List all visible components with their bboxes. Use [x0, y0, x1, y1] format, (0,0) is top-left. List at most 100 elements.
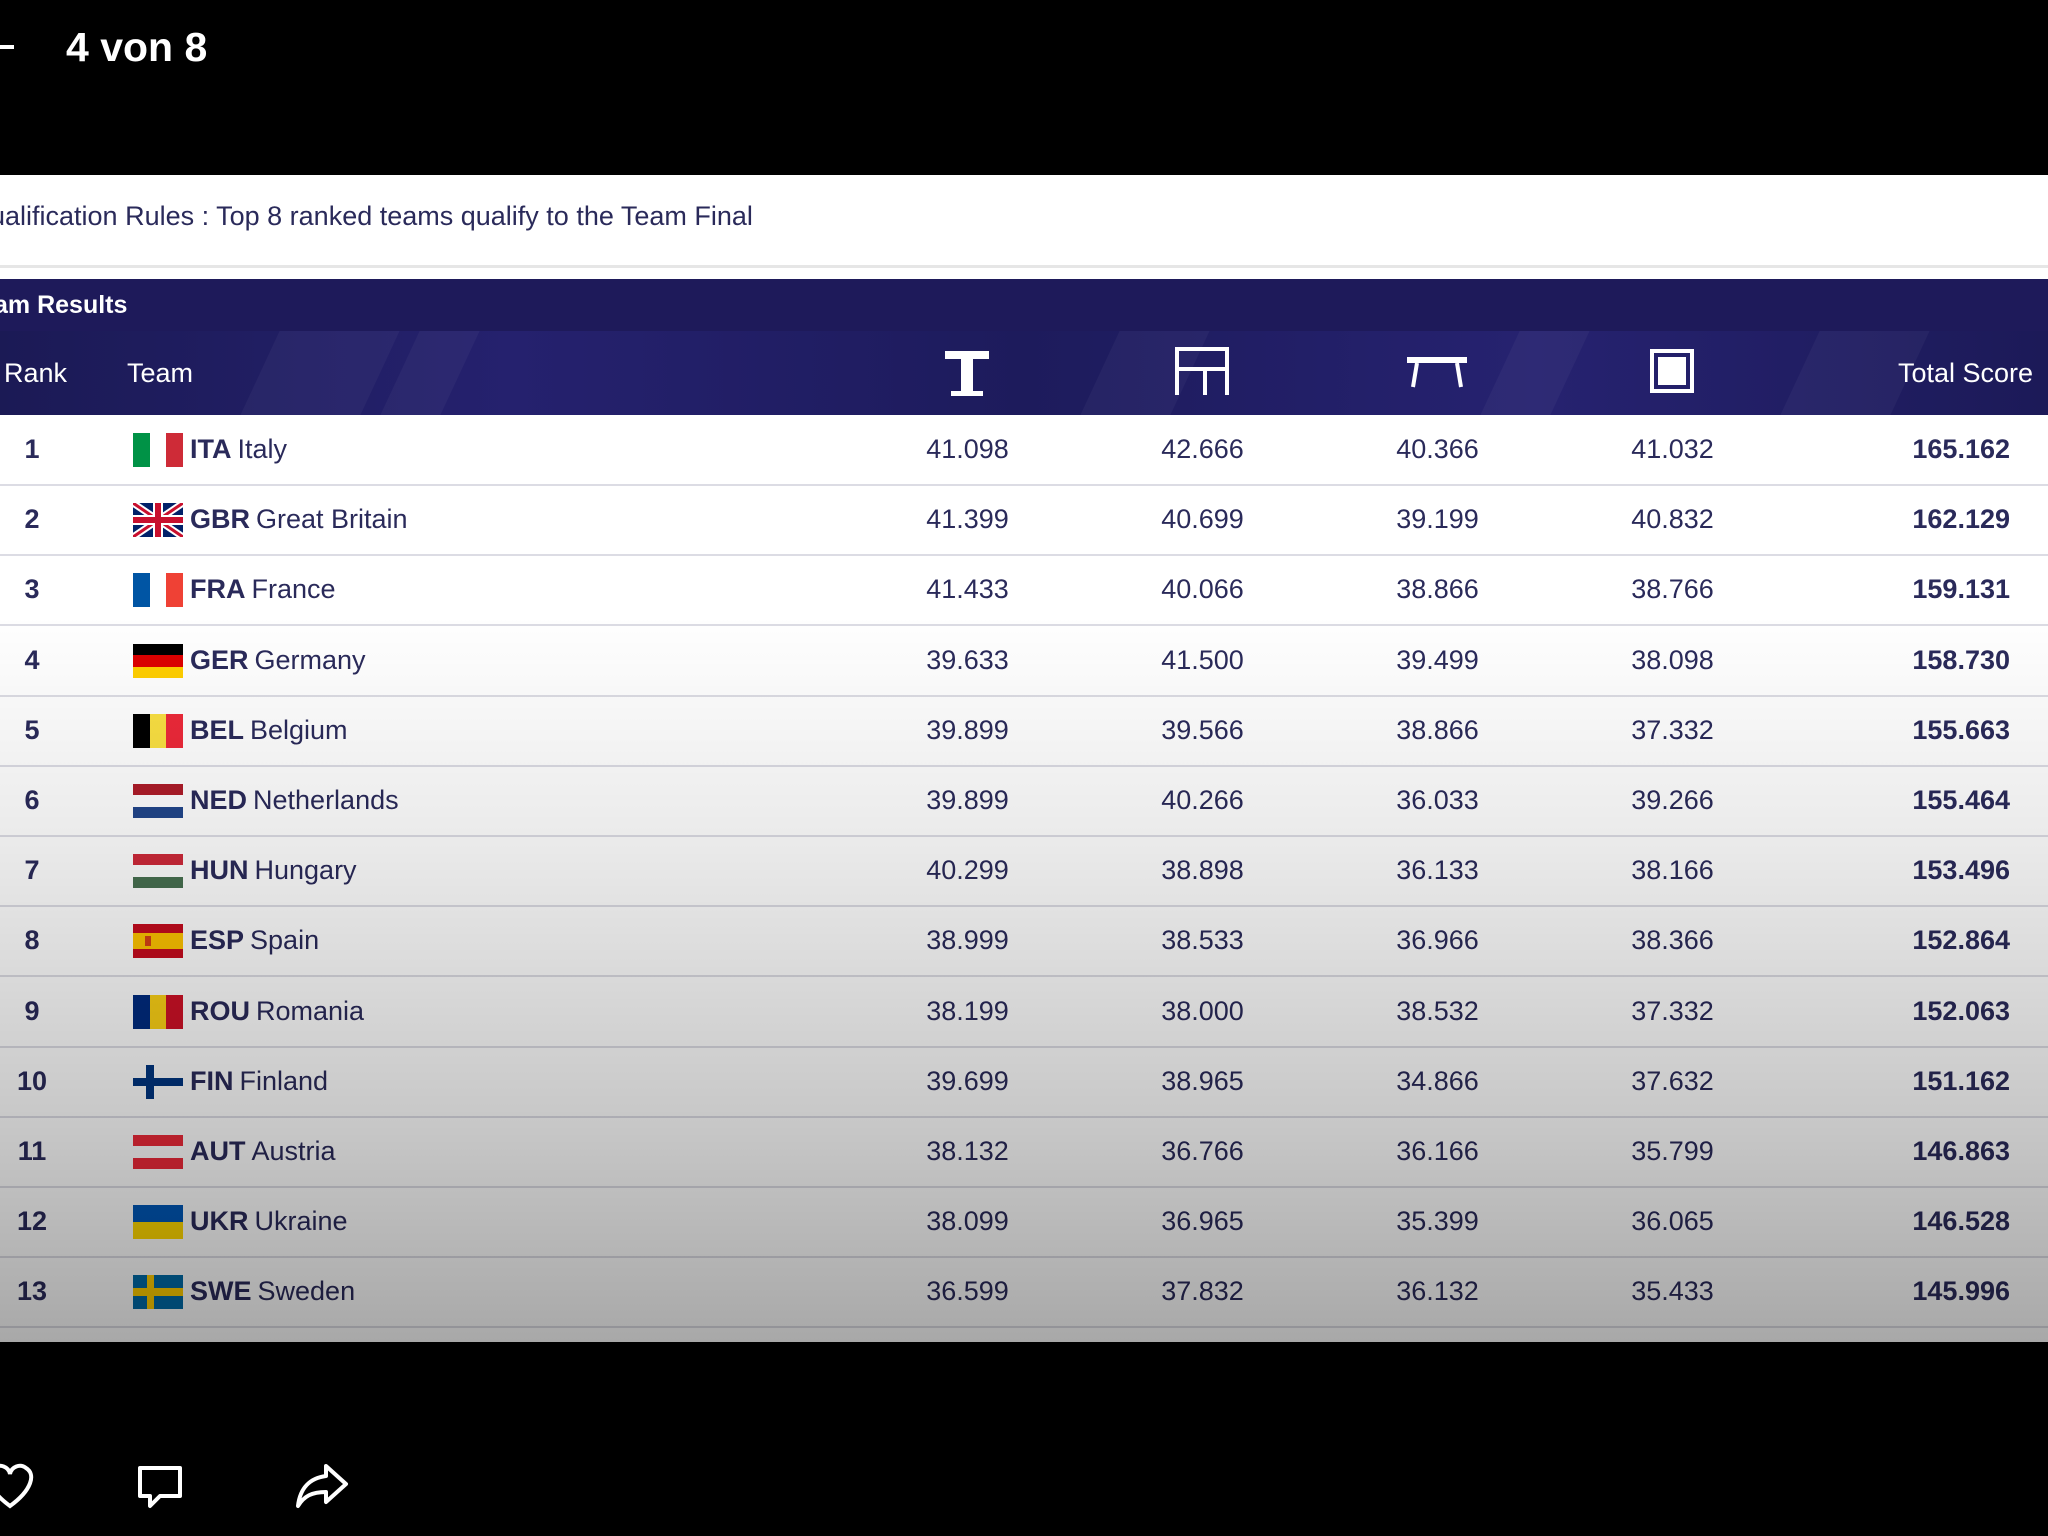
rank-cell: 8 [24, 925, 40, 956]
team-cell[interactable]: ESP Spain [190, 906, 319, 975]
table-row[interactable]: 9 ROU Romania 38.199 38.000 38.532 37.332 152.0… [0, 977, 2048, 1048]
balance-beam-score: 34.866 [1396, 1065, 1479, 1096]
table-row[interactable]: 10 FIN Finland 39.699 38.965 34.866 37.632 151.… [0, 1047, 2048, 1118]
team-name: Spain [250, 925, 320, 956]
team-code: FRA [190, 574, 246, 605]
team-code: ESP [190, 925, 245, 956]
team-results-title-bar: am Results [0, 279, 2048, 331]
team-cell[interactable]: ROU Romania [190, 977, 364, 1046]
table-row[interactable]: 2 GBR Great Britain 41.399 40.699 39.199 40.83… [0, 485, 2048, 557]
vault-score: 36.599 [926, 1276, 1009, 1307]
rank-cell: 5 [24, 714, 40, 745]
qualification-rules-text: ualification Rules : Top 8 ranked teams … [0, 201, 753, 231]
team-name: Belgium [250, 714, 348, 745]
vault-score: 38.132 [926, 1136, 1009, 1166]
team-cell[interactable]: BEL Belgium [190, 696, 348, 765]
uneven-bars-score: 41.500 [1161, 644, 1244, 675]
balance-beam-score: 36.132 [1396, 1276, 1479, 1307]
table-row[interactable]: 6 NED Netherlands 39.899 40.266 36.033 39.266 1… [0, 766, 2048, 837]
team-cell[interactable]: SWE Sweden [190, 1257, 355, 1326]
table-row[interactable]: 5 BEL Belgium 39.899 39.566 38.866 37.332 155.6… [0, 696, 2048, 767]
total-score: 159.131 [1912, 574, 2010, 605]
balance-beam-score: 36.966 [1396, 925, 1479, 956]
team-cell[interactable]: FRA France [190, 555, 336, 624]
rank-cell: 12 [16, 1206, 48, 1237]
vault-score: 38.999 [926, 925, 1009, 956]
balance-beam-score: 38.866 [1396, 574, 1479, 605]
balance-beam-score: 39.199 [1396, 504, 1479, 535]
uneven-bars-icon[interactable] [1172, 345, 1232, 401]
team-code: HUN [190, 855, 249, 886]
team-name: Ukraine [254, 1206, 348, 1237]
team-cell[interactable]: GER Germany [190, 626, 366, 695]
table-row[interactable]: 4 GER Germany 39.633 41.500 39.499 38.098 158.7… [0, 626, 2048, 697]
team-cell[interactable]: FIN Finland [190, 1047, 328, 1116]
flag-icon [133, 1205, 183, 1240]
team-code: ROU [190, 995, 250, 1026]
team-code: SWE [190, 1276, 252, 1307]
column-header-team[interactable]: Team [127, 358, 194, 388]
table-row[interactable]: 13 SWE Sweden 36.599 37.832 36.132 35.433 145.9… [0, 1257, 2048, 1329]
column-header-rank[interactable]: Rank [4, 358, 68, 388]
rank-cell: 13 [16, 1276, 48, 1307]
table-row[interactable]: 11 AUT Austria 38.132 36.766 36.166 35.799 146.… [0, 1117, 2048, 1188]
vault-score: 41.399 [926, 504, 1009, 535]
balance-beam-score: 36.033 [1396, 785, 1479, 815]
balance-beam-icon[interactable] [1407, 345, 1467, 401]
rank-cell: 7 [24, 855, 40, 886]
team-cell[interactable]: GBR Great Britain [190, 485, 408, 554]
total-score: 155.663 [1912, 714, 2010, 745]
table-row[interactable]: 12 UKR Ukraine 38.099 36.965 35.399 36.065 146.… [0, 1187, 2048, 1259]
floor-score: 38.098 [1631, 644, 1714, 675]
like-icon[interactable] [0, 1456, 40, 1516]
team-cell[interactable]: ITA Italy [190, 415, 287, 484]
share-icon[interactable] [292, 1456, 352, 1516]
team-code: ITA [190, 434, 232, 464]
column-header-total[interactable]: Total Score [1898, 358, 2034, 388]
team-cell[interactable]: UKR Ukraine [190, 1187, 348, 1256]
rank-cell: 9 [24, 995, 40, 1026]
balance-beam-score: 36.166 [1396, 1136, 1479, 1166]
uneven-bars-score: 38.898 [1161, 855, 1244, 886]
floor-score: 40.832 [1631, 504, 1714, 535]
uneven-bars-score: 39.566 [1161, 714, 1244, 745]
team-cell[interactable]: NED Netherlands [190, 766, 399, 835]
table-row[interactable]: 7 HUN Hungary 40.299 38.898 36.133 38.166 153.4… [0, 836, 2048, 908]
team-name: Netherlands [253, 785, 399, 815]
floor-score: 35.799 [1631, 1136, 1714, 1166]
back-arrow-icon[interactable] [0, 45, 14, 49]
total-score: 151.162 [1912, 1065, 2010, 1096]
team-cell[interactable]: AUT Austria [190, 1117, 336, 1186]
team-code: GBR [190, 504, 250, 535]
team-name: France [251, 574, 336, 605]
team-code: NED [190, 785, 248, 815]
vault-icon[interactable] [937, 345, 997, 401]
uneven-bars-score: 36.965 [1161, 1206, 1244, 1237]
table-row[interactable]: 3 FRA France 41.433 40.066 38.866 38.766 159.13… [0, 555, 2048, 627]
uneven-bars-score: 42.666 [1161, 434, 1244, 464]
comment-icon[interactable] [130, 1456, 190, 1516]
team-code: AUT [190, 1136, 246, 1166]
balance-beam-score: 39.499 [1396, 644, 1479, 675]
total-score: 158.730 [1912, 644, 2010, 675]
floor-score: 38.766 [1631, 574, 1714, 605]
balance-beam-score: 40.366 [1396, 434, 1479, 464]
table-row[interactable]: 8 ESP Spain 38.999 38.533 36.966 38.366 152.864 [0, 906, 2048, 978]
rank-cell: 11 [17, 1136, 47, 1166]
total-score: 152.864 [1912, 925, 2010, 956]
floor-score: 38.166 [1631, 855, 1714, 886]
team-name: Austria [251, 1136, 336, 1166]
team-name: Germany [254, 644, 366, 675]
team-cell[interactable]: HUN Hungary [190, 836, 357, 905]
rank-cell: 6 [24, 785, 40, 815]
total-score: 153.496 [1912, 855, 2010, 886]
table-row[interactable]: 1 ITA Italy 41.098 42.666 40.366 41.032 165.162 [0, 415, 2048, 486]
floor-score: 41.032 [1631, 434, 1714, 464]
floor-score: 37.332 [1631, 714, 1714, 745]
vault-score: 38.099 [926, 1206, 1009, 1237]
total-score: 165.162 [1912, 434, 2010, 464]
total-score: 146.528 [1912, 1206, 2010, 1237]
team-code: GER [190, 644, 249, 675]
floor-exercise-icon[interactable] [1642, 345, 1702, 401]
total-score: 162.129 [1912, 504, 2010, 535]
